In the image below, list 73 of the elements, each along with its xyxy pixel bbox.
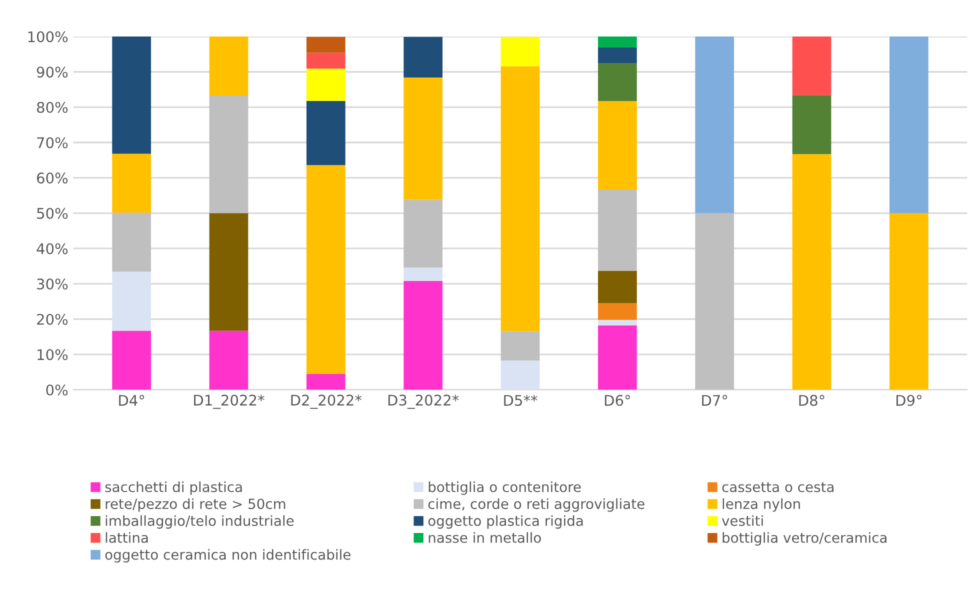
bar <box>112 272 152 331</box>
bar <box>209 36 248 96</box>
bar <box>306 165 346 374</box>
bar <box>889 213 928 390</box>
bar <box>112 330 152 390</box>
bar <box>598 325 637 390</box>
legend-label: lenza nylon <box>722 498 800 512</box>
bar <box>306 68 346 101</box>
bar <box>695 36 734 214</box>
y-tick-label: 60% <box>37 172 68 184</box>
legend-label: sacchetti di plastica <box>105 481 242 495</box>
bar <box>404 78 443 200</box>
bar <box>598 36 637 48</box>
bar <box>209 213 248 331</box>
x-tick-label: D8° <box>799 394 824 406</box>
bar <box>500 36 540 66</box>
x-tick-label: D5** <box>504 394 538 406</box>
x-tick-label: D9° <box>896 394 922 406</box>
bar <box>792 95 832 154</box>
bar <box>598 270 637 304</box>
bar <box>500 360 540 390</box>
y-tick-label: 20% <box>37 314 68 325</box>
legend-label: imballaggio/telo industriale <box>106 515 294 529</box>
bar <box>792 36 832 96</box>
bar <box>889 36 928 214</box>
bar <box>500 331 540 360</box>
y-tick-label: 50% <box>37 208 68 219</box>
bar <box>306 374 346 390</box>
legend-label: nasse in metallo <box>428 532 541 543</box>
legend-label: oggetto ceramica non identificabile <box>105 549 350 563</box>
legend-label: oggetto plastica rigida <box>428 515 583 529</box>
bar <box>695 213 734 390</box>
y-tick-label: 10% <box>38 349 68 360</box>
bar <box>598 189 637 271</box>
y-tick-label: 100% <box>28 31 68 42</box>
bar <box>112 212 152 272</box>
bar <box>404 268 443 281</box>
bar <box>598 63 637 102</box>
legend-label: lattina <box>106 532 148 543</box>
bar <box>404 36 443 78</box>
x-tick-label: D2_2022* <box>291 394 362 409</box>
bar <box>500 66 540 332</box>
legend-label: cassetta o cesta <box>722 482 834 492</box>
bar <box>792 154 832 390</box>
bar <box>306 52 346 69</box>
x-tick-label: D7° <box>702 394 728 406</box>
legend-label: bottiglia o contenitore <box>428 481 581 495</box>
legend-label: cime, corde o reti aggrovigliate <box>428 498 644 512</box>
y-tick-label: 70% <box>37 137 68 148</box>
bar <box>598 101 637 190</box>
y-tick-label: 30% <box>37 278 68 290</box>
legend-label: bottiglia vetro/ceramica <box>722 532 886 546</box>
bar <box>112 154 152 213</box>
bar <box>306 100 346 166</box>
bar <box>306 36 346 53</box>
y-tick-label: 0% <box>46 384 68 396</box>
legend-label: vestiti <box>722 515 763 526</box>
x-tick-label: D1_2022* <box>194 394 264 409</box>
x-tick-label: D4° <box>119 394 144 406</box>
y-tick-label: 80% <box>36 102 68 113</box>
y-tick-label: 40% <box>36 243 68 254</box>
bar <box>112 36 152 154</box>
bar <box>598 47 637 64</box>
bar <box>209 96 248 214</box>
x-tick-label: D6° <box>604 394 630 406</box>
legend-label: rete/pezzo di rete > 50cm <box>106 498 286 512</box>
bar <box>209 330 248 390</box>
x-tick-label: D3_2022* <box>388 394 459 409</box>
bar <box>404 200 443 268</box>
bar <box>598 320 637 326</box>
bar <box>598 303 637 320</box>
bar <box>404 280 443 390</box>
y-tick-label: 90% <box>36 66 68 78</box>
